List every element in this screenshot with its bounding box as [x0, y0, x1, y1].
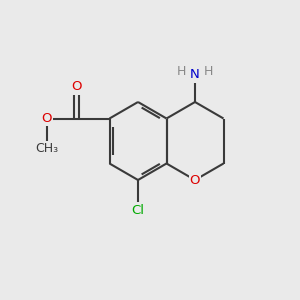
Text: O: O: [190, 173, 200, 187]
Text: O: O: [71, 80, 82, 94]
Text: O: O: [41, 112, 52, 125]
Text: N: N: [190, 68, 200, 82]
Text: H: H: [204, 65, 213, 78]
Text: H: H: [177, 65, 186, 78]
Text: Cl: Cl: [131, 203, 145, 217]
Text: CH₃: CH₃: [35, 142, 58, 155]
